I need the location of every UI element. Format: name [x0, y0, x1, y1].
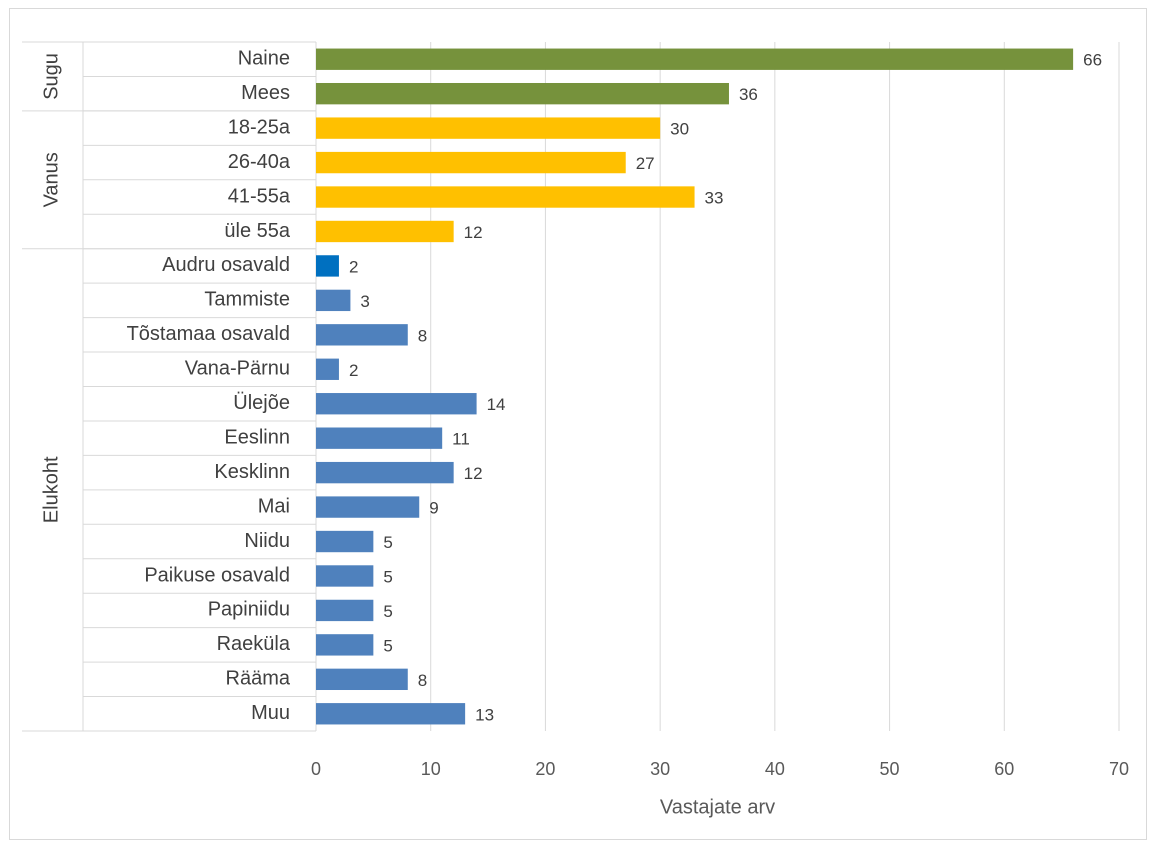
data-label: 33 [705, 189, 724, 208]
category-label: üle 55a [224, 220, 290, 242]
category-label: Audru osavald [162, 254, 290, 276]
bar [316, 82, 729, 105]
data-label: 9 [429, 499, 438, 518]
chart-frame [9, 8, 1147, 840]
data-label: 30 [670, 120, 689, 139]
bar [316, 186, 695, 208]
category-label: Rääma [226, 668, 291, 690]
x-tick-label: 30 [650, 759, 670, 779]
category-label: Eeslinn [224, 426, 290, 448]
bar [316, 151, 626, 174]
bar [316, 530, 374, 553]
group-label: Vanus [40, 152, 62, 207]
category-label: Niidu [244, 530, 290, 552]
category-label: Vana-Pärnu [185, 358, 290, 380]
group-label: Sugu [40, 53, 62, 100]
bar [316, 117, 661, 139]
x-tick-label: 50 [880, 759, 900, 779]
category-label: Tõstamaa osavald [127, 323, 290, 345]
category-label: Kesklinn [214, 461, 290, 483]
x-tick-label: 10 [421, 759, 441, 779]
data-label: 11 [452, 430, 470, 449]
bar [316, 255, 339, 277]
data-label: 36 [739, 85, 758, 104]
category-label: Ülejõe [233, 392, 290, 414]
data-label: 14 [487, 395, 506, 414]
group-label: Elukoht [40, 456, 62, 523]
bar [316, 358, 339, 380]
data-label: 2 [349, 361, 358, 380]
data-label: 2 [349, 257, 358, 276]
category-label: Paikuse osavald [144, 564, 290, 586]
bar [316, 565, 374, 587]
category-label: Muu [251, 702, 290, 724]
category-label: Mai [258, 495, 290, 517]
x-tick-label: 60 [994, 759, 1014, 779]
x-axis-title: Vastajate arv [660, 796, 775, 818]
category-label: 18-25a [228, 116, 291, 138]
category-label: Tammiste [204, 289, 290, 311]
bar [316, 668, 408, 691]
bar [316, 599, 374, 622]
category-label: 41-55a [228, 185, 291, 207]
category-label: Raeküla [217, 633, 291, 655]
bar [316, 461, 454, 484]
category-label: Naine [238, 48, 290, 70]
data-label: 66 [1083, 51, 1102, 70]
bar [316, 634, 374, 656]
x-tick-label: 20 [535, 759, 555, 779]
data-label: 5 [383, 533, 392, 552]
data-label: 5 [383, 567, 392, 586]
bar [316, 393, 477, 415]
data-label: 13 [475, 705, 494, 724]
data-label: 8 [418, 671, 427, 690]
bar [316, 703, 466, 725]
bar [316, 289, 351, 312]
bar [316, 48, 1074, 70]
category-label: Papiniidu [208, 599, 290, 621]
x-tick-label: 40 [765, 759, 785, 779]
data-label: 5 [383, 636, 392, 655]
x-tick-label: 70 [1109, 759, 1129, 779]
bar [316, 427, 443, 449]
category-label: 26-40a [228, 151, 291, 173]
data-label: 3 [360, 292, 369, 311]
bar [316, 496, 420, 518]
data-label: 27 [636, 154, 655, 173]
data-label: 12 [464, 464, 483, 483]
data-label: 8 [418, 326, 427, 345]
bar [316, 220, 454, 243]
data-label: 12 [464, 223, 483, 242]
bar [316, 324, 408, 346]
category-label: Mees [241, 82, 290, 104]
x-tick-label: 0 [311, 759, 321, 779]
data-label: 5 [383, 602, 392, 621]
